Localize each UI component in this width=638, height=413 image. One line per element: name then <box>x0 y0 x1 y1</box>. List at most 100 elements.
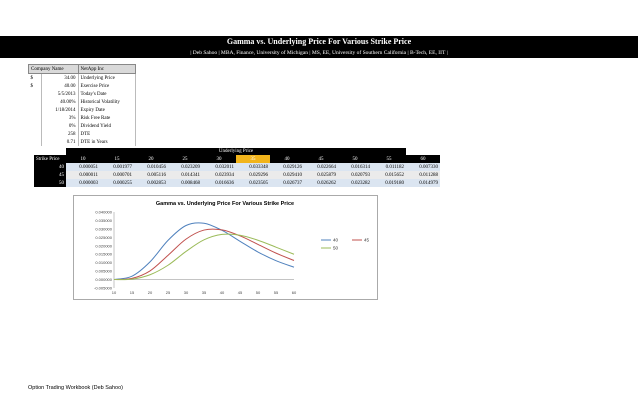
x-tick-label: 45 <box>238 290 243 295</box>
gamma-cell[interactable]: 0.000011 <box>66 171 100 179</box>
gamma-cell[interactable]: 0.005116 <box>134 171 168 179</box>
input-currency <box>28 138 42 146</box>
gamma-cell[interactable]: 0.029410 <box>270 171 304 179</box>
input-row: $40.00 Exercise Price <box>28 82 136 90</box>
gamma-cell[interactable]: 0.014341 <box>168 171 202 179</box>
y-tick-label: 0.010000 <box>95 260 112 265</box>
underlying-price-header: 30 <box>202 155 236 163</box>
gamma-cell[interactable]: 0.000255 <box>100 179 134 187</box>
chart-title: Gamma vs. Underlying Price For Various S… <box>156 201 294 207</box>
grid-top-label: Underlying Price <box>66 148 406 155</box>
x-tick-label: 50 <box>256 290 261 295</box>
gamma-cell[interactable]: 0.001977 <box>100 163 134 171</box>
gamma-cell[interactable]: 0.000051 <box>66 163 100 171</box>
x-tick-label: 55 <box>274 290 279 295</box>
footer-text: Option Trading Workbook (Deb Sahoo) <box>28 385 123 391</box>
page-subtitle: | Deb Sahoo | MBA, Finance, University o… <box>0 48 638 58</box>
input-value[interactable]: 0% <box>41 122 79 130</box>
gamma-cell[interactable]: 0.000701 <box>100 171 134 179</box>
inputs-table: Company Name NetApp Inc $34.00 Underlying P… <box>28 64 136 146</box>
gamma-cell[interactable]: 0.023934 <box>202 171 236 179</box>
gamma-chart[interactable]: Gamma vs. Underlying Price For Various S… <box>73 195 378 300</box>
input-value[interactable]: 0.71 <box>41 138 79 146</box>
gamma-cell[interactable]: 0.000003 <box>66 179 100 187</box>
input-currency: $ <box>28 73 42 82</box>
gamma-cell[interactable]: 0.026737 <box>270 179 304 187</box>
underlying-price-header: 20 <box>134 155 168 163</box>
y-tick-label: 0.040000 <box>95 210 112 215</box>
gamma-cell[interactable]: 0.008468 <box>168 179 202 187</box>
y-tick-label: 0.015000 <box>95 252 112 257</box>
gamma-cell[interactable]: 0.020793 <box>338 171 372 179</box>
inputs-header-row: Company Name NetApp Inc <box>28 64 136 74</box>
x-tick-label: 40 <box>220 290 225 295</box>
series-line-50[interactable] <box>113 233 295 281</box>
gamma-cell[interactable]: 0.011182 <box>372 163 406 171</box>
input-label: Dividend Yield <box>78 122 136 130</box>
x-tick-label: 60 <box>292 290 297 295</box>
input-label: DTE in Years <box>78 138 136 146</box>
strike-price-label: Strike Price <box>34 155 66 163</box>
gamma-cell[interactable]: 0.023505 <box>236 179 270 187</box>
gamma-cell[interactable]: 0.011288 <box>406 171 440 179</box>
input-label: Risk Free Rate <box>78 114 136 122</box>
gamma-cell[interactable]: 0.016636 <box>202 179 236 187</box>
gamma-cell[interactable]: 0.029126 <box>270 163 304 171</box>
gamma-cell[interactable]: 0.025879 <box>304 171 338 179</box>
company-name-value[interactable]: NetApp Inc <box>77 64 136 74</box>
input-currency <box>28 90 42 98</box>
gamma-cell[interactable]: 0.014979 <box>406 179 440 187</box>
series-line-45[interactable] <box>113 228 295 281</box>
underlying-price-header: 35 <box>236 155 270 163</box>
input-row: 1/18/2014 Expiry Date <box>28 106 136 114</box>
underlying-price-header: 25 <box>168 155 202 163</box>
x-tick-label: 35 <box>202 290 207 295</box>
gamma-cell[interactable]: 0.007330 <box>406 163 440 171</box>
gamma-cell[interactable]: 0.022664 <box>304 163 338 171</box>
grid-row: 45 0.000011 0.000701 0.005116 0.014341 0.0239… <box>34 171 440 179</box>
input-label: Underlying Price <box>78 73 136 82</box>
gamma-cell[interactable]: 0.032011 <box>202 163 236 171</box>
gamma-grid: Strike Price 10 15 20 25 30 35 40 45 50 55 60 40 0.00… <box>34 155 440 187</box>
underlying-price-header: 15 <box>100 155 134 163</box>
input-value[interactable]: 34.00 <box>41 73 79 82</box>
series-line-40[interactable] <box>113 222 295 280</box>
legend-label: 40 <box>333 238 339 243</box>
gamma-cell[interactable]: 0.026262 <box>304 179 338 187</box>
input-value[interactable]: 40.00% <box>41 98 79 106</box>
y-tick-label: 0.020000 <box>95 243 112 248</box>
gamma-cell[interactable]: 0.002853 <box>134 179 168 187</box>
input-value[interactable]: 1/18/2014 <box>41 106 79 114</box>
gamma-cell[interactable]: 0.016314 <box>338 163 372 171</box>
legend-label: 50 <box>333 246 339 251</box>
x-tick-label: 20 <box>148 290 153 295</box>
gamma-cell[interactable]: 0.033348 <box>236 163 270 171</box>
y-tick-label: 0.025000 <box>95 235 112 240</box>
input-value[interactable]: 258 <box>41 130 79 138</box>
gamma-cell[interactable]: 0.010456 <box>134 163 168 171</box>
input-value[interactable]: 3% <box>41 114 79 122</box>
gamma-cell[interactable]: 0.023282 <box>338 179 372 187</box>
grid-row: 40 0.000051 0.001977 0.010456 0.023209 0.0320… <box>34 163 440 171</box>
gamma-cell[interactable]: 0.019180 <box>372 179 406 187</box>
input-label: Historical Volatility <box>78 98 136 106</box>
company-name-label: Company Name <box>28 64 79 74</box>
underlying-price-header: 55 <box>372 155 406 163</box>
x-tick-label: 15 <box>130 290 135 295</box>
y-tick-label: 0.030000 <box>95 226 112 231</box>
grid-header-row: Strike Price 10 15 20 25 30 35 40 45 50 55 60 <box>34 155 440 163</box>
input-value[interactable]: 40.00 <box>41 82 79 90</box>
y-tick-label: -0.005000 <box>94 286 113 291</box>
x-tick-label: 25 <box>166 290 171 295</box>
underlying-price-header: 60 <box>406 155 440 163</box>
input-currency: $ <box>28 82 42 90</box>
gamma-cell[interactable]: 0.015652 <box>372 171 406 179</box>
strike-price-cell: 45 <box>34 171 66 179</box>
underlying-price-header: 50 <box>338 155 372 163</box>
input-label: Today's Date <box>78 90 136 98</box>
gamma-cell[interactable]: 0.029296 <box>236 171 270 179</box>
input-currency <box>28 114 42 122</box>
input-row: 0.71 DTE in Years <box>28 138 136 146</box>
gamma-cell[interactable]: 0.023209 <box>168 163 202 171</box>
input-value[interactable]: 5/5/2013 <box>41 90 79 98</box>
